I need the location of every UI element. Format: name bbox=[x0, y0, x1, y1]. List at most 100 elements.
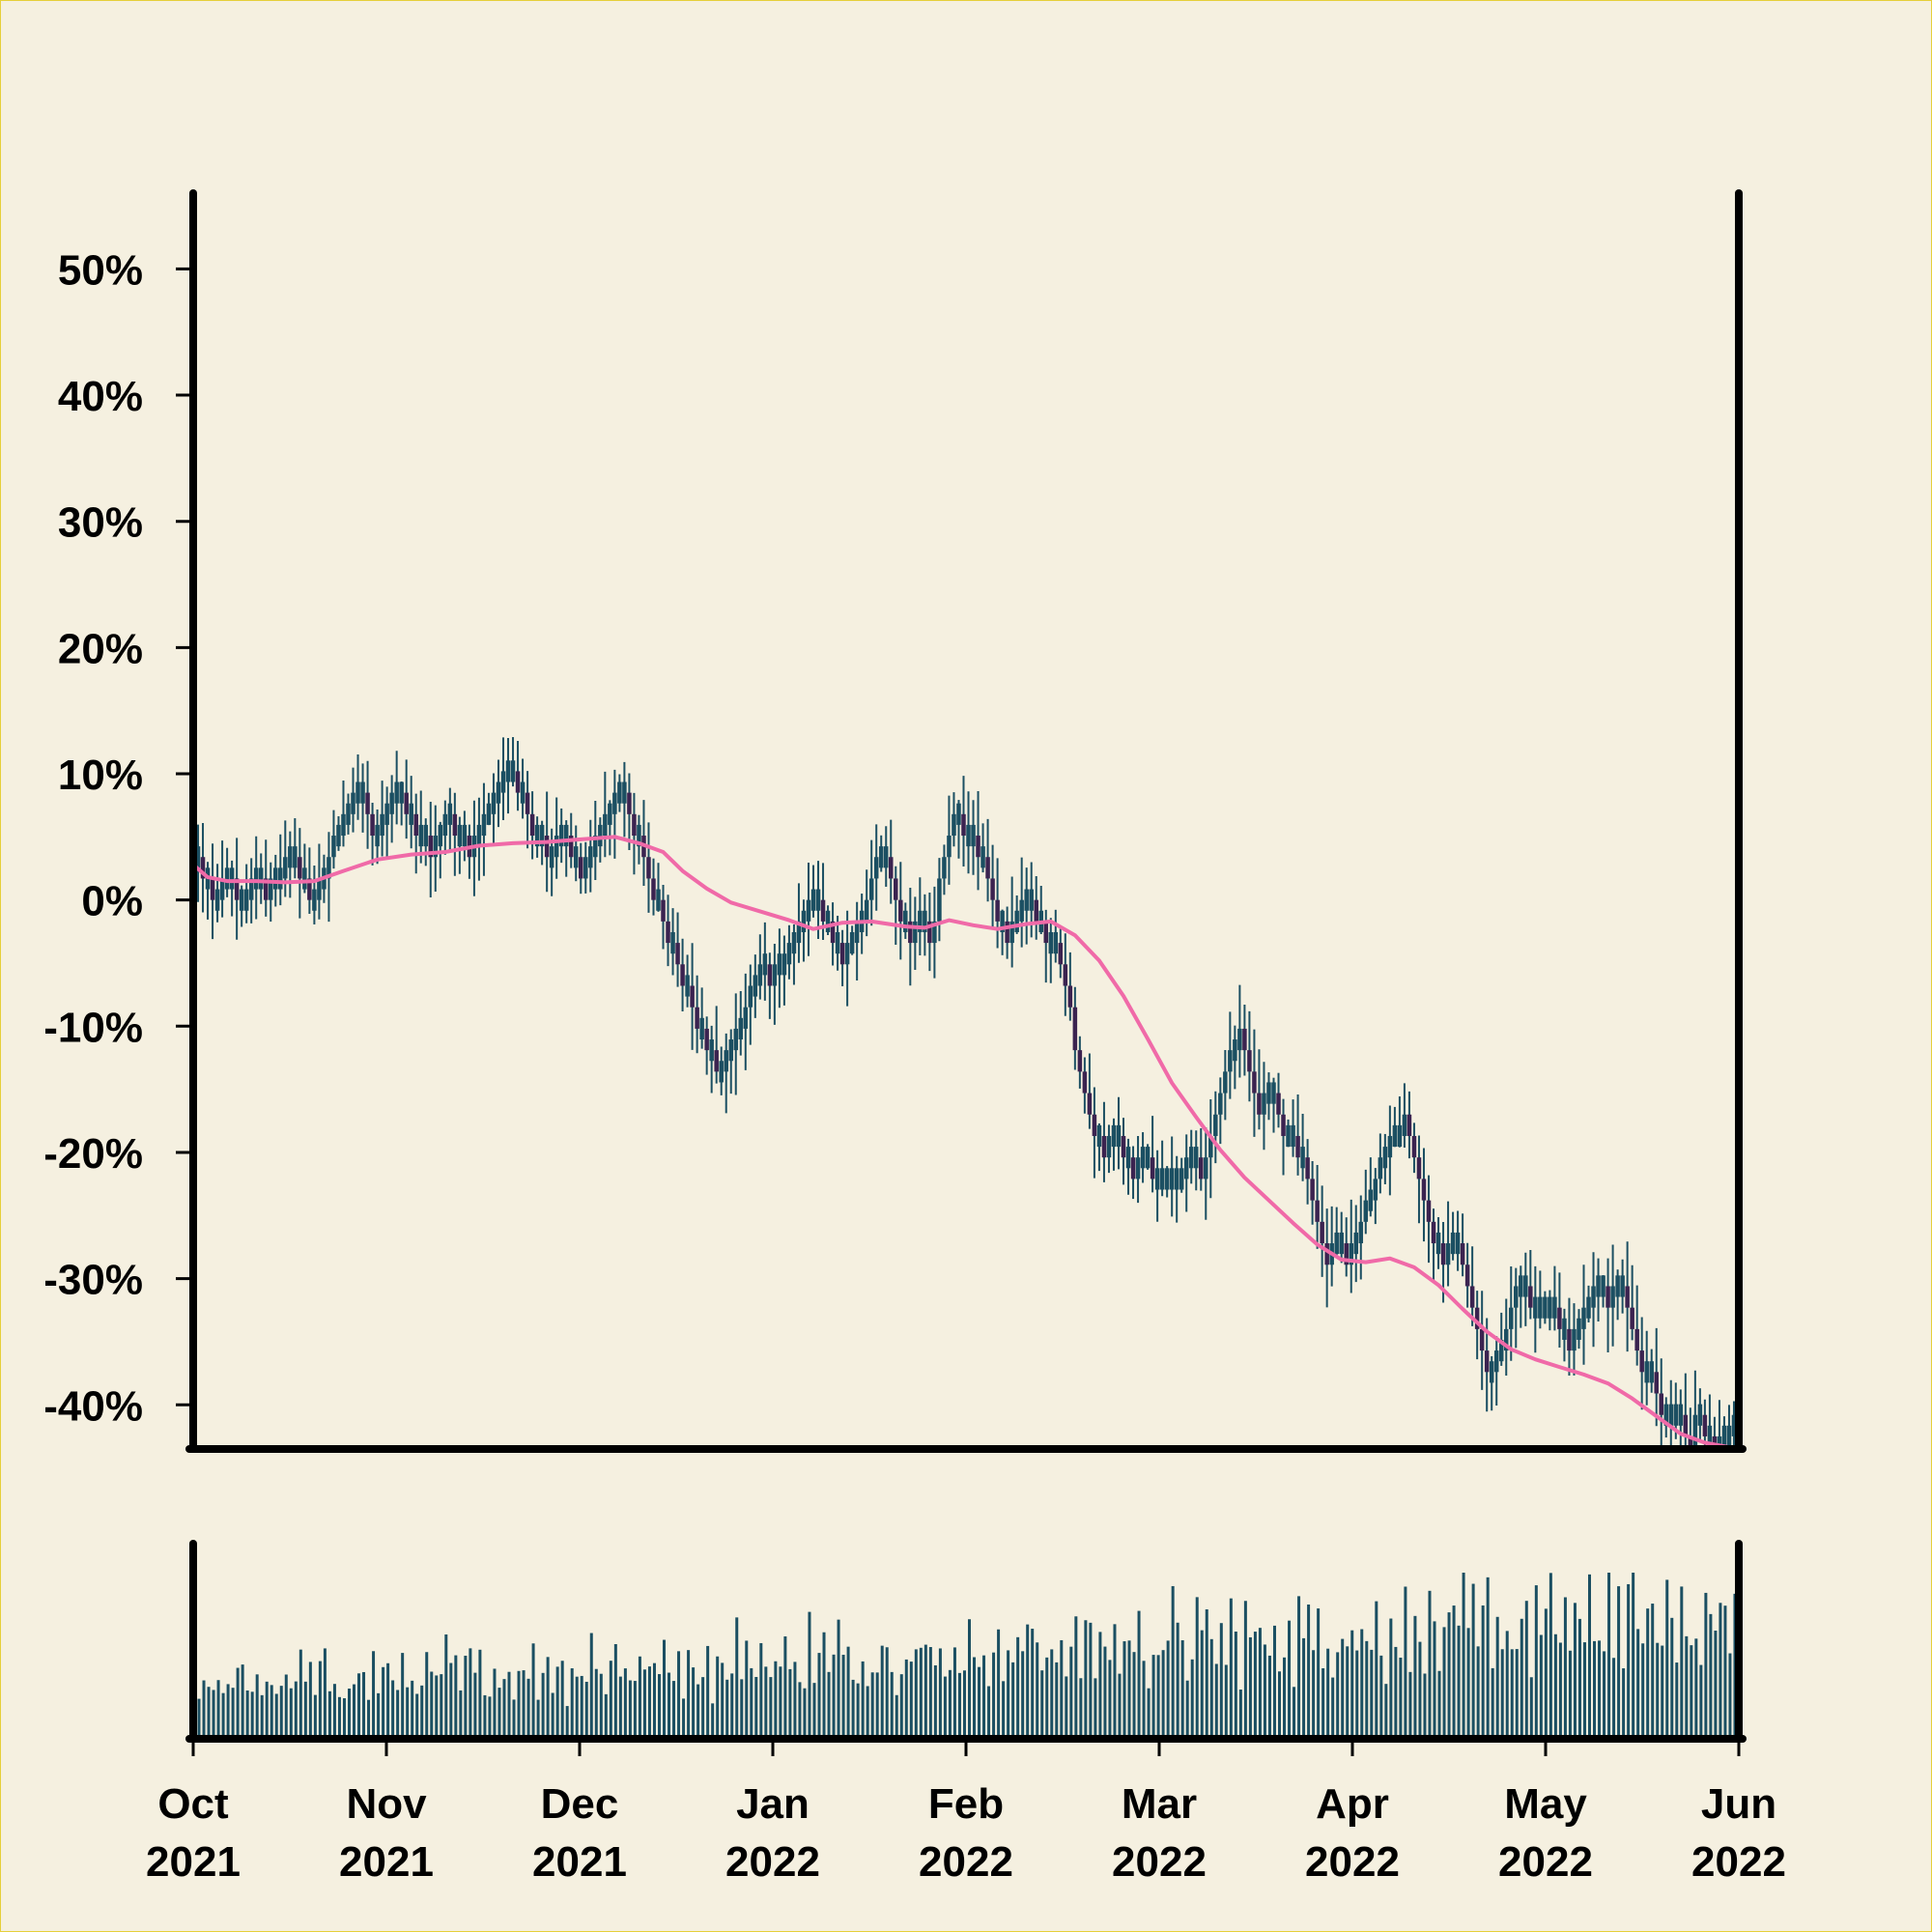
volume-bar bbox=[672, 1681, 676, 1739]
candle-body bbox=[815, 889, 821, 911]
candle-body bbox=[1121, 1135, 1126, 1158]
volume-bar bbox=[440, 1674, 443, 1739]
volume-bar bbox=[1442, 1627, 1446, 1739]
candle-body bbox=[1300, 1147, 1305, 1169]
candle-body bbox=[1077, 1050, 1083, 1072]
volume-bar bbox=[1234, 1631, 1237, 1739]
candle-body bbox=[894, 878, 898, 900]
candle-body bbox=[1387, 1135, 1393, 1158]
candle-body bbox=[1411, 1135, 1417, 1158]
volume-bar bbox=[517, 1670, 521, 1739]
volume-bar bbox=[846, 1646, 850, 1739]
volume-bar bbox=[696, 1684, 700, 1739]
volume-bar bbox=[1103, 1646, 1107, 1739]
x-tick-year-label: 2021 bbox=[146, 1838, 241, 1886]
candle-body bbox=[200, 857, 206, 879]
candle-body bbox=[1397, 1124, 1403, 1148]
candle-body bbox=[1247, 1050, 1252, 1072]
volume-bar bbox=[406, 1687, 410, 1739]
volume-bar bbox=[1200, 1630, 1204, 1739]
volume-bar bbox=[1161, 1650, 1165, 1739]
volume-bar bbox=[512, 1699, 516, 1739]
candle-body bbox=[1135, 1157, 1141, 1179]
volume-bar bbox=[1040, 1670, 1044, 1739]
volume-bar bbox=[774, 1661, 778, 1739]
volume-bar bbox=[779, 1666, 782, 1739]
volume-bar bbox=[764, 1666, 768, 1739]
candle-body bbox=[1421, 1179, 1427, 1201]
volume-bar bbox=[1267, 1655, 1271, 1739]
candle-body bbox=[743, 1007, 749, 1029]
volume-bar bbox=[1404, 1586, 1407, 1739]
candle-body bbox=[1315, 1200, 1320, 1222]
volume-bar bbox=[260, 1694, 264, 1739]
volume-bar bbox=[1577, 1618, 1581, 1739]
volume-bar bbox=[367, 1699, 371, 1739]
volume-bar bbox=[1341, 1638, 1345, 1739]
candle-body bbox=[1406, 1114, 1412, 1136]
candle-body bbox=[505, 760, 511, 782]
volume-bar bbox=[677, 1651, 681, 1739]
volume-bar bbox=[207, 1687, 211, 1739]
candle-body bbox=[637, 824, 641, 847]
volume-bar bbox=[449, 1662, 453, 1739]
candle-body bbox=[1019, 899, 1024, 922]
candle-body bbox=[1101, 1135, 1107, 1158]
volume-bar bbox=[555, 1666, 559, 1739]
volume-bar bbox=[938, 1648, 942, 1739]
volume-bar bbox=[1568, 1650, 1572, 1739]
volume-bar bbox=[1137, 1610, 1141, 1739]
volume-bar bbox=[1476, 1646, 1480, 1739]
candle-body bbox=[239, 889, 244, 911]
candle-body bbox=[1596, 1275, 1601, 1297]
y-tick-label: 40% bbox=[58, 373, 143, 420]
candle-body bbox=[568, 836, 574, 858]
candle-body bbox=[500, 771, 506, 793]
volume-bar bbox=[1423, 1673, 1427, 1739]
volume-bar bbox=[1214, 1663, 1218, 1739]
volume-bar bbox=[1190, 1659, 1194, 1739]
volume-bar bbox=[1723, 1605, 1727, 1739]
volume-bar bbox=[978, 1666, 981, 1739]
y-tick-label: 20% bbox=[58, 625, 143, 672]
candle-body bbox=[612, 792, 617, 814]
volume-bar bbox=[1452, 1605, 1456, 1739]
candle-body bbox=[632, 813, 637, 837]
candle-body bbox=[1649, 1361, 1654, 1383]
y-tick-label: 0% bbox=[81, 878, 143, 925]
candle-body bbox=[1659, 1393, 1664, 1415]
volume-bar bbox=[668, 1672, 671, 1739]
candle-body bbox=[956, 803, 961, 825]
candle-body bbox=[1479, 1328, 1485, 1351]
volume-bar bbox=[507, 1671, 511, 1739]
volume-bar bbox=[1272, 1625, 1276, 1739]
candle-body bbox=[932, 921, 937, 944]
candle-body bbox=[1610, 1286, 1615, 1308]
volume-bar bbox=[870, 1672, 874, 1739]
volume-bar bbox=[362, 1671, 366, 1739]
candle-body bbox=[1378, 1157, 1383, 1179]
volume-bar bbox=[1524, 1601, 1528, 1739]
volume-bar bbox=[647, 1666, 651, 1739]
volume-bar bbox=[1544, 1608, 1548, 1739]
candle-body bbox=[1169, 1168, 1175, 1190]
volume-bar bbox=[1587, 1574, 1591, 1739]
volume-bar bbox=[478, 1649, 482, 1739]
volume-bar bbox=[1462, 1573, 1465, 1739]
candle-body bbox=[288, 846, 293, 868]
candle-body bbox=[1538, 1296, 1543, 1319]
candle-body bbox=[830, 921, 836, 944]
candle-body bbox=[1116, 1124, 1122, 1148]
volume-bar bbox=[687, 1650, 691, 1739]
volume-bar bbox=[832, 1654, 836, 1739]
volume-bar bbox=[682, 1698, 686, 1739]
candle-body bbox=[947, 836, 952, 858]
volume-bar bbox=[1243, 1601, 1247, 1739]
volume-bar bbox=[332, 1684, 336, 1739]
volume-bar bbox=[1534, 1585, 1538, 1739]
candle-body bbox=[966, 824, 971, 847]
volume-bar bbox=[337, 1696, 341, 1739]
volume-bar bbox=[1185, 1680, 1189, 1739]
candle-body bbox=[476, 824, 482, 847]
candle-body bbox=[258, 867, 264, 890]
